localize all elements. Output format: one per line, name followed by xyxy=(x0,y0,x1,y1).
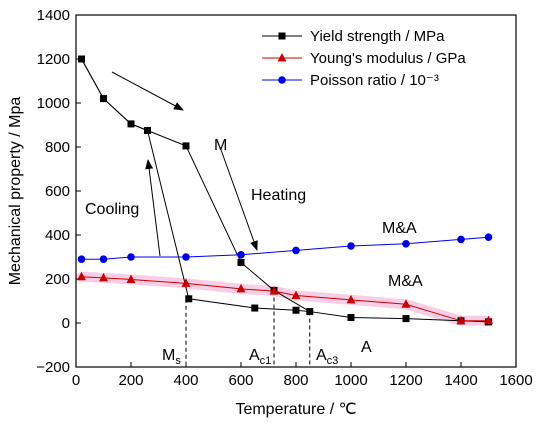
data-point xyxy=(127,120,135,128)
data-point xyxy=(346,294,356,304)
y-tick-label: 1200 xyxy=(37,51,70,68)
data-point xyxy=(78,55,85,63)
data-point xyxy=(484,233,493,241)
annotation-ac3-sub: c3 xyxy=(327,355,339,367)
legend-marker xyxy=(278,76,286,84)
data-point xyxy=(401,299,411,308)
data-point xyxy=(99,272,108,282)
y-tick-label: 0 xyxy=(62,315,70,332)
annotation-ac1-main: A xyxy=(249,347,260,364)
x-tick-label: 1600 xyxy=(499,372,532,389)
annotation-arrow xyxy=(145,159,161,257)
data-point xyxy=(182,253,190,261)
data-point xyxy=(457,235,465,244)
data-point xyxy=(77,271,86,281)
data-point xyxy=(292,246,300,255)
data-point xyxy=(144,127,151,134)
annotation-arrows xyxy=(111,71,258,257)
x-tick-label: 1400 xyxy=(444,372,477,389)
legend: Yield strength / MPa Young's modulus / GP… xyxy=(262,28,466,89)
annotation-ms: Ms xyxy=(162,347,181,367)
annotation-ms-sub: s xyxy=(175,355,181,367)
data-point xyxy=(182,142,190,150)
data-point xyxy=(77,255,86,263)
series-1 xyxy=(77,271,493,325)
annotation-heating: Heating xyxy=(251,187,306,204)
x-tick-label: 200 xyxy=(118,372,143,389)
series-line xyxy=(81,58,489,323)
data-point xyxy=(402,240,410,248)
data-point xyxy=(484,315,493,325)
transition-lines xyxy=(185,290,311,367)
x-tick-label: 600 xyxy=(228,372,253,389)
annotation-a: A xyxy=(361,339,372,356)
data-point xyxy=(126,274,136,283)
data-point xyxy=(237,251,245,259)
x-tick-label: 800 xyxy=(283,372,308,389)
y-tick-label: 200 xyxy=(45,271,70,288)
y-tick-label: 800 xyxy=(45,139,70,156)
data-point xyxy=(100,95,107,103)
y-tick-label: −200 xyxy=(36,359,70,376)
y-tick-label: 400 xyxy=(45,227,70,244)
series-2 xyxy=(77,233,493,263)
series-line xyxy=(81,236,489,260)
highlight-band-layer xyxy=(76,271,494,326)
data-point xyxy=(269,286,279,295)
annotation-arrow xyxy=(111,71,184,111)
youngs-modulus-highlight xyxy=(76,271,494,326)
annotation-ac3: Ac3 xyxy=(316,347,338,367)
data-point xyxy=(251,304,259,312)
data-point xyxy=(181,278,191,287)
data-point xyxy=(99,255,108,263)
data-point xyxy=(347,242,355,250)
x-tick-label: 400 xyxy=(173,372,198,389)
x-tick-label: 1200 xyxy=(389,372,422,389)
data-point xyxy=(402,315,410,323)
data-point xyxy=(456,315,466,325)
legend-label: Young's modulus / GPa xyxy=(310,50,466,67)
y-tick-label: 1400 xyxy=(37,7,70,24)
annotation-ac1-sub: c1 xyxy=(260,355,272,367)
annotation-ac3-main: A xyxy=(316,347,327,364)
y-axis-label: Mechanical property / Mpa xyxy=(7,97,24,286)
annotation-ac1: Ac1 xyxy=(249,347,271,367)
y-tick-label: 1000 xyxy=(37,95,70,112)
data-point xyxy=(236,283,246,293)
x-axis-label: Temperature / ℃ xyxy=(235,401,356,418)
annotation-cooling: Cooling xyxy=(85,201,139,218)
y-axis-ticks: −200 0 200 400 600 800 1000 1200 1400 xyxy=(36,7,81,376)
annotation-ma-blue: M&A xyxy=(382,220,417,237)
data-point xyxy=(185,295,193,303)
data-point xyxy=(347,314,355,321)
legend-marker xyxy=(277,53,287,62)
data-point xyxy=(306,308,314,316)
legend-marker xyxy=(278,32,286,40)
series-layer xyxy=(77,55,493,326)
x-tick-label: 0 xyxy=(72,372,80,389)
legend-label: Yield strength / MPa xyxy=(310,28,445,45)
x-tick-label: 1000 xyxy=(334,372,367,389)
data-point xyxy=(237,259,245,266)
annotation-arrow xyxy=(219,146,258,251)
annotation-ma-red: M&A xyxy=(388,273,423,290)
legend-label: Poisson ratio / 10⁻³ xyxy=(310,72,439,89)
data-point xyxy=(291,290,301,299)
annotation-ms-main: M xyxy=(162,347,175,364)
annotation-m: M xyxy=(214,137,227,154)
x-axis-ticks: 0 200 400 600 800 1000 1200 1400 1600 xyxy=(72,362,533,389)
data-point xyxy=(292,306,300,314)
y-tick-label: 600 xyxy=(45,183,70,200)
data-point xyxy=(127,253,135,261)
